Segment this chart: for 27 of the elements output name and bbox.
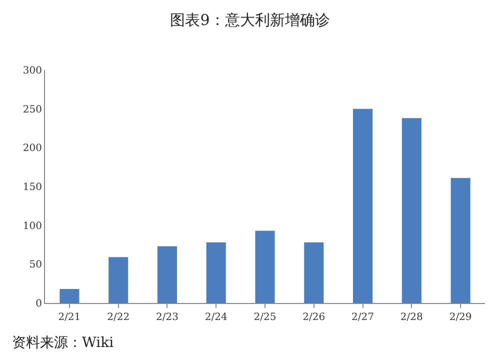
y-tick-label: 50 [29, 260, 42, 271]
bar [255, 230, 275, 303]
bar [353, 108, 373, 303]
bar [108, 257, 128, 303]
bar [304, 242, 324, 303]
x-tick-label: 2/25 [254, 312, 276, 323]
bar [402, 118, 422, 303]
chart-title: 图表9：意大利新增确诊 [170, 11, 330, 30]
x-tick-label: 2/21 [58, 312, 81, 323]
x-tick-label: 2/26 [302, 312, 326, 323]
y-tick-label: 150 [22, 182, 42, 193]
y-tick-label: 0 [36, 298, 42, 310]
x-tick-label: 2/28 [400, 312, 423, 323]
bar [157, 246, 177, 303]
x-tick-label: 2/27 [352, 312, 374, 323]
y-tick-label: 200 [22, 143, 42, 154]
x-tick-label: 2/29 [449, 312, 472, 323]
y-tick-label: 250 [22, 104, 42, 116]
y-tick-label: 300 [22, 66, 42, 76]
x-tick-label: 2/23 [156, 312, 178, 323]
text: 资料来源：Wiki [12, 335, 114, 351]
bar [60, 289, 80, 303]
bar [206, 242, 226, 303]
y-tick-label: 100 [22, 220, 42, 232]
bar [450, 178, 470, 303]
x-tick-label: 2/22 [107, 312, 130, 323]
x-tick-label: 2/24 [204, 312, 228, 323]
